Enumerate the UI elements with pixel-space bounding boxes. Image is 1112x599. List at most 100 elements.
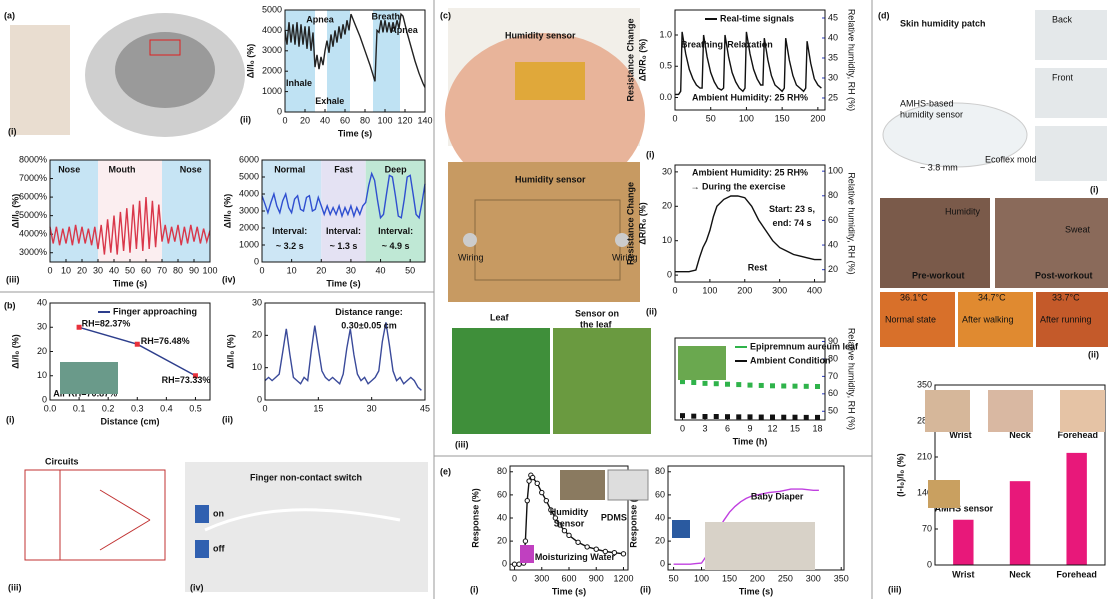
figure-text: (iii) xyxy=(8,582,22,592)
x-tick-label: 15 xyxy=(313,403,323,413)
point xyxy=(540,490,544,494)
y-tick-label: 40 xyxy=(655,512,665,522)
band xyxy=(162,160,210,262)
x-tick-label: 45 xyxy=(420,403,430,413)
figure-text: the leaf xyxy=(580,319,613,329)
bar xyxy=(1066,453,1086,565)
x-tick-label: Neck xyxy=(1009,569,1032,579)
annotation: end: 74 s xyxy=(772,218,811,228)
panel-label: (a) xyxy=(4,10,15,20)
point xyxy=(725,414,730,419)
figure-text: AMHS-based xyxy=(900,98,954,108)
annotation: Apnea xyxy=(390,25,419,35)
x-tick-label: 10 xyxy=(61,265,71,275)
point xyxy=(781,383,786,388)
legend-label: Ambient Condition xyxy=(750,355,831,365)
y-tick-label: 0 xyxy=(667,269,672,279)
panel-label: (c) xyxy=(440,10,451,20)
x-tick-label: 6 xyxy=(725,423,730,433)
x-tick-label: 80 xyxy=(360,115,370,125)
x-tick-label: 15 xyxy=(790,423,800,433)
x-tick-label: 60 xyxy=(141,265,151,275)
y-tick-label: 20 xyxy=(662,201,672,211)
annotation: → During the exercise xyxy=(690,182,785,192)
point xyxy=(562,529,566,533)
y-axis-label: ΔI/I₀ (%) xyxy=(222,194,232,229)
y2-tick-label: 20 xyxy=(828,264,838,274)
annotation: Normal xyxy=(274,165,305,175)
sublabel: (i) xyxy=(6,414,15,424)
sublabel: (iii) xyxy=(6,274,20,284)
y-tick-label: 0 xyxy=(927,559,932,569)
annotation: Baby Diaper xyxy=(751,492,804,502)
point xyxy=(535,481,539,485)
inset-photo xyxy=(672,520,690,538)
y-tick-label: 210 xyxy=(917,451,932,461)
inset-photo xyxy=(60,362,118,394)
y-tick-label: 5000 xyxy=(239,171,259,181)
size-photo xyxy=(1035,126,1107,181)
x-tick-label: 0.4 xyxy=(160,403,173,413)
x-tick-label: 0 xyxy=(282,115,287,125)
y-axis-label: ΔI/I₀ (%) xyxy=(225,334,235,369)
y2-tick-label: 25 xyxy=(828,92,838,102)
annotation: Deep xyxy=(385,165,408,175)
x-tick-label: 0 xyxy=(672,113,677,123)
bar xyxy=(1010,481,1030,565)
point xyxy=(135,342,140,347)
figure-text: Sweat xyxy=(1065,224,1091,234)
y-tick-label: 8000% xyxy=(19,154,47,164)
leaf-sensor-photo xyxy=(553,328,651,434)
y-tick-label: 30 xyxy=(662,166,672,176)
point xyxy=(736,414,741,419)
annotation: Distance range: xyxy=(335,307,403,317)
y-tick-label: 20 xyxy=(655,535,665,545)
figure-text: humidity sensor xyxy=(900,109,963,119)
x-tick-label: 20 xyxy=(77,265,87,275)
sublabel: (iii) xyxy=(888,584,902,594)
x-tick-label: 60 xyxy=(340,115,350,125)
x-tick-label: 0 xyxy=(259,265,264,275)
x-tick-label: 100 xyxy=(739,113,754,123)
y-axis-label: ΔI/I₀ (%) xyxy=(10,194,20,229)
annotation: Nose xyxy=(58,165,80,175)
point xyxy=(544,498,548,502)
annotation: ~ 3.2 s xyxy=(276,241,304,251)
panel-label: (b) xyxy=(4,300,16,310)
x-axis-label: Distance (cm) xyxy=(100,416,159,426)
y-tick-label: 10 xyxy=(662,235,672,245)
figure-text: Skin humidity patch xyxy=(900,18,986,28)
annotation: RH=82.37% xyxy=(82,319,131,329)
x-tick-label: 40 xyxy=(109,265,119,275)
x-tick-label: 600 xyxy=(561,573,576,583)
x-tick-label: 900 xyxy=(589,573,604,583)
y-tick-label: 7000% xyxy=(19,173,47,183)
x-tick-label: 70 xyxy=(157,265,167,275)
x-tick-label: 150 xyxy=(775,113,790,123)
annotation: Breathing xyxy=(681,39,723,49)
x-tick-label: 40 xyxy=(320,115,330,125)
x-tick-label: 200 xyxy=(750,573,765,583)
point xyxy=(691,380,696,385)
x-tick-label: 100 xyxy=(202,265,217,275)
annotation: Nose xyxy=(180,165,202,175)
inset-photo xyxy=(520,545,534,563)
annotation: Rest xyxy=(748,262,768,272)
x-axis-label: Time (s) xyxy=(326,278,360,288)
legend-label: Finger approaching xyxy=(113,306,197,316)
y-tick-label: 1000 xyxy=(239,239,259,249)
figure: 010002000300040005000020406080100120140T… xyxy=(0,0,1112,599)
x-tick-label: 0.3 xyxy=(131,403,144,413)
inset-photo xyxy=(928,480,960,508)
y-tick-label: 1000 xyxy=(262,86,282,96)
point xyxy=(770,415,775,420)
y2-tick-label: 45 xyxy=(828,12,838,22)
inset-photo xyxy=(678,346,726,380)
annotation: Ambient Humidity: 25 RH% xyxy=(692,168,808,178)
y-tick-label: 10 xyxy=(37,370,47,380)
point xyxy=(703,414,708,419)
point xyxy=(530,475,534,479)
x-tick-label: 50 xyxy=(405,265,415,275)
point xyxy=(759,415,764,420)
figure-text: on xyxy=(213,508,224,518)
